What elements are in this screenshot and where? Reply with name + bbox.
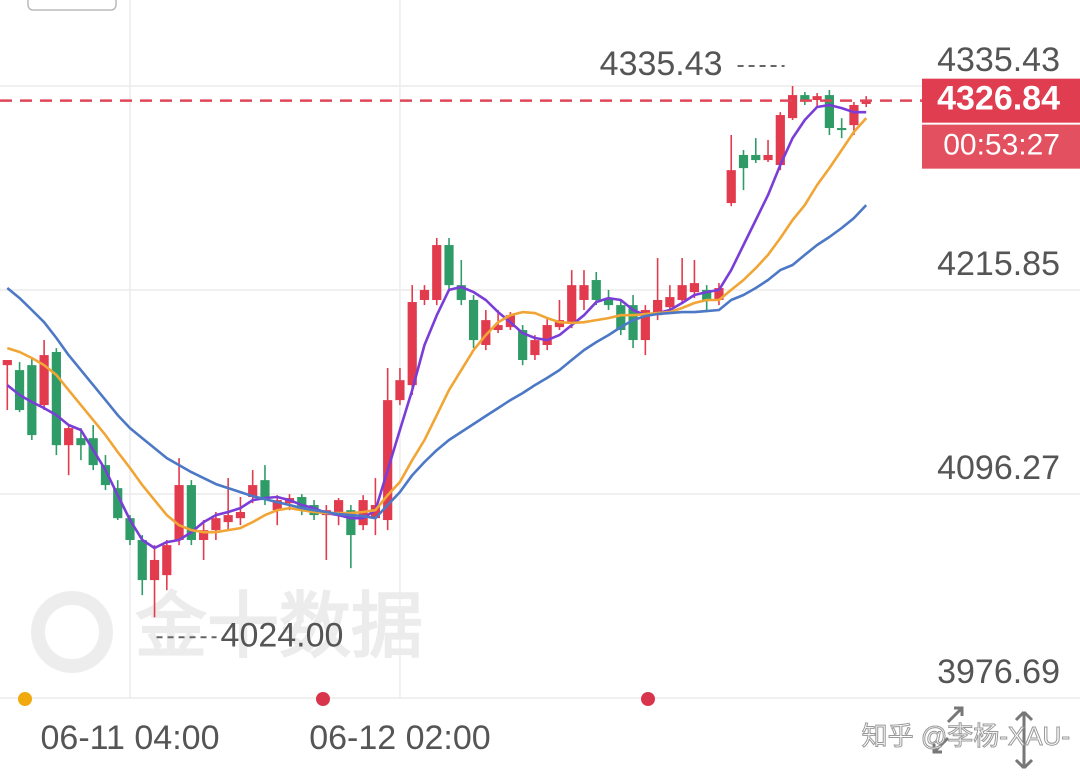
candle-body xyxy=(554,320,565,328)
candle-body xyxy=(787,95,798,119)
event-dot[interactable] xyxy=(316,692,330,706)
candle-body xyxy=(248,485,258,498)
candle-body xyxy=(260,480,270,501)
candle-body xyxy=(162,545,172,576)
candle-body xyxy=(2,360,12,366)
candle-body xyxy=(14,370,25,411)
event-dot[interactable] xyxy=(18,692,32,706)
low-annotation: 4024.00 xyxy=(221,616,344,654)
candle-body xyxy=(199,530,209,541)
event-dot[interactable] xyxy=(641,692,655,706)
candle-body xyxy=(100,465,111,486)
candle-body xyxy=(149,559,160,581)
candle-body xyxy=(628,305,638,341)
candle-body xyxy=(125,518,135,541)
candle-body xyxy=(211,518,221,531)
credit: 知乎 @李杨-XAU- xyxy=(862,721,1070,751)
candle-body xyxy=(346,510,356,536)
watermark-text: 金十数据 xyxy=(134,587,423,667)
candle-body xyxy=(591,280,601,300)
candle-body xyxy=(861,100,871,104)
x-tick-label: 06-11 04:00 xyxy=(41,719,220,757)
candle-body xyxy=(775,115,785,166)
candle-body xyxy=(297,497,307,511)
candle-body xyxy=(456,285,466,300)
candle-body xyxy=(432,245,442,300)
candle-body xyxy=(76,438,86,446)
candle-body xyxy=(738,154,749,169)
candle-body xyxy=(468,299,479,341)
candle-body xyxy=(714,288,724,300)
candle-body xyxy=(27,365,37,436)
candle-body xyxy=(726,170,736,204)
candle-body xyxy=(603,298,614,306)
x-tick-label: 06-12 02:00 xyxy=(309,719,491,757)
candle-body xyxy=(677,285,687,300)
current-price-label: 4326.84 xyxy=(937,80,1060,118)
candle-body xyxy=(137,540,147,581)
candle-body xyxy=(849,104,859,126)
candle-body xyxy=(824,95,834,129)
candle-body xyxy=(518,330,528,361)
candle-body xyxy=(174,485,184,541)
candle-body xyxy=(444,245,454,286)
candle-body xyxy=(419,289,430,300)
y-tick-label: 4096.27 xyxy=(937,449,1060,487)
candle-body xyxy=(51,352,61,446)
candle-body xyxy=(567,285,577,324)
high-annotation: 4335.43 xyxy=(600,45,723,83)
candle-body xyxy=(530,340,540,356)
candle-body xyxy=(383,400,393,521)
candle-body xyxy=(812,96,822,101)
countdown-box xyxy=(922,124,1080,169)
candle-body xyxy=(235,512,246,519)
candle-body xyxy=(702,289,712,300)
candle-body xyxy=(39,355,49,406)
price-box xyxy=(922,78,1080,123)
candle-body xyxy=(407,302,417,386)
candle-body xyxy=(481,320,491,346)
candle-body xyxy=(272,500,282,511)
candle-body xyxy=(665,297,675,308)
candle-body xyxy=(493,325,503,331)
candle-body xyxy=(542,325,552,346)
expand-icon[interactable] xyxy=(932,706,1034,770)
top-button[interactable] xyxy=(27,0,117,11)
candle-body xyxy=(763,154,773,161)
moving-average-line xyxy=(6,204,868,520)
candle-body xyxy=(689,283,700,293)
candle-body xyxy=(837,128,847,131)
countdown: 00:53:27 xyxy=(943,129,1060,162)
candle-body xyxy=(223,515,233,523)
candle-body xyxy=(333,500,344,516)
candle-body xyxy=(579,285,589,300)
candle-body xyxy=(186,485,196,541)
candle-body xyxy=(751,154,761,161)
candle-body xyxy=(616,305,626,331)
candle-body xyxy=(800,95,810,101)
candle-body xyxy=(640,310,650,341)
moving-average-line xyxy=(6,103,867,550)
candle-body xyxy=(653,299,663,316)
watermark: 金十数据 xyxy=(31,587,423,673)
y-tick-label: 3976.69 xyxy=(937,653,1060,691)
y-tick-label: 4215.85 xyxy=(937,245,1060,283)
candle-body xyxy=(64,428,74,446)
y-tick-label: 4335.43 xyxy=(937,41,1060,79)
candle-body xyxy=(395,380,405,401)
candle-body xyxy=(113,488,123,519)
moving-average-line xyxy=(6,117,868,534)
